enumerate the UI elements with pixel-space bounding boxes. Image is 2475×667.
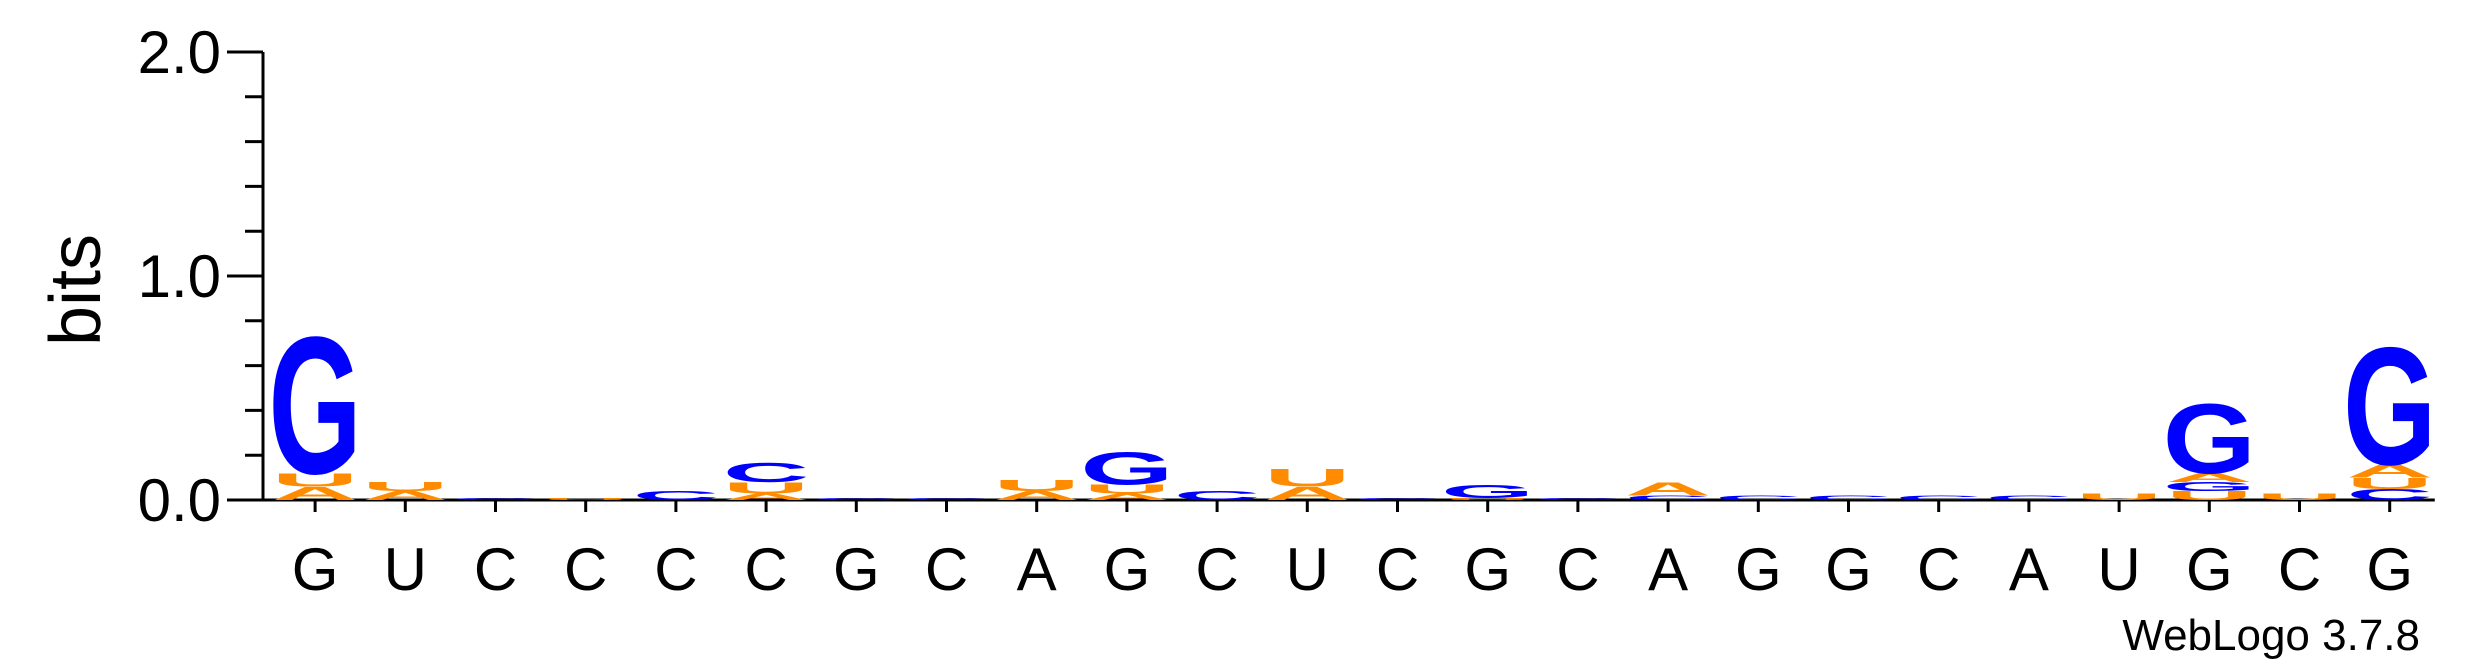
x-tick-label: G (1735, 536, 1782, 603)
logo-glyph-u: U (993, 477, 1080, 494)
logo-glyph-a: A (1625, 479, 1712, 500)
x-tick-label: C (474, 536, 517, 603)
logo-glyph-c: C (1895, 494, 1982, 501)
x-tick-label: C (1376, 536, 1419, 603)
logo-glyph-g: G (1080, 443, 1173, 495)
logo-glyph-u: U (272, 470, 359, 491)
x-tick-label: A (1648, 536, 1688, 603)
y-tick-label: 2.0 (138, 19, 221, 86)
y-tick-label: 1.0 (138, 243, 221, 310)
x-tick-label: A (2009, 536, 2049, 603)
logo-glyph-u: U (2166, 489, 2253, 503)
logo-glyph-u: U (2076, 492, 2163, 502)
logo-glyph-c: C (903, 497, 990, 500)
logo-glyph-c: C (2346, 486, 2433, 503)
logo-glyph-a: A (272, 483, 359, 504)
x-tick-label: G (1825, 536, 1872, 603)
x-tick-label: U (1286, 536, 1329, 603)
x-tick-label: G (833, 536, 880, 603)
logo-glyph-u: U (1084, 482, 1171, 496)
logo-glyph-a: A (1264, 483, 1351, 504)
logo-glyph-c: C (1535, 497, 1622, 500)
logo-glyph-c: C (1805, 494, 1892, 501)
y-tick-label: 0.0 (138, 467, 221, 534)
logo-glyph-c: C (452, 497, 539, 500)
logo-glyph-a: A (362, 489, 449, 503)
logo-glyph-g: G (2163, 384, 2256, 495)
logo-glyph-a: A (1084, 492, 1171, 502)
logo-glyph-u: U (723, 479, 810, 496)
x-tick-label: C (2278, 536, 2321, 603)
logo-glyph-a: A (723, 492, 810, 502)
x-tick-label: C (1556, 536, 1599, 603)
x-tick-label: U (384, 536, 427, 603)
y-axis-title: bits (36, 234, 116, 346)
logo-glyph-a: A (993, 489, 1080, 503)
logo-glyph-u: U (2346, 475, 2433, 492)
logo-glyph-g: G (1441, 481, 1534, 502)
logo-glyph-u: U (1444, 497, 1531, 500)
logo-glyph-c: C (1625, 494, 1712, 501)
x-tick-label: G (1104, 536, 1151, 603)
x-tick-label: C (744, 536, 787, 603)
logo-glyph-g: G (268, 297, 361, 515)
weblogo-credit: WebLogo 3.7.8 (2122, 611, 2420, 660)
x-tick-label: G (1464, 536, 1511, 603)
logo-glyph-c: C (1986, 494, 2073, 501)
logo-glyph-u: U (542, 497, 629, 500)
logo-glyph-c: C (633, 489, 720, 503)
x-tick-label: C (564, 536, 607, 603)
logo-glyph-u: U (1264, 464, 1351, 492)
logo-glyph-g: G (2343, 312, 2436, 500)
x-tick-label: G (2186, 536, 2233, 603)
x-tick-label: C (654, 536, 697, 603)
logo-glyph-c: C (813, 497, 900, 500)
x-tick-label: C (1917, 536, 1960, 603)
logo-glyph-c: C (1354, 497, 1441, 500)
logo-glyph-c: C (1174, 489, 1261, 503)
x-tick-label: C (1195, 536, 1238, 603)
x-tick-label: A (1017, 536, 1057, 603)
x-tick-label: G (2366, 536, 2413, 603)
x-tick-label: U (2097, 536, 2140, 603)
logo-glyph-a: A (2166, 471, 2253, 485)
logo-glyph-c: C (723, 457, 810, 488)
x-tick-label: G (292, 536, 339, 603)
axes: 0.0 1.0 2.0 (138, 19, 2435, 534)
logo-glyph-c: C (1715, 494, 1802, 501)
logo-glyph-g: G (2163, 480, 2256, 494)
logo-glyph-u: U (2256, 492, 2343, 502)
logo-glyph-a: A (2346, 461, 2433, 482)
logo-glyph-u: U (362, 480, 449, 494)
x-tick-label: C (925, 536, 968, 603)
